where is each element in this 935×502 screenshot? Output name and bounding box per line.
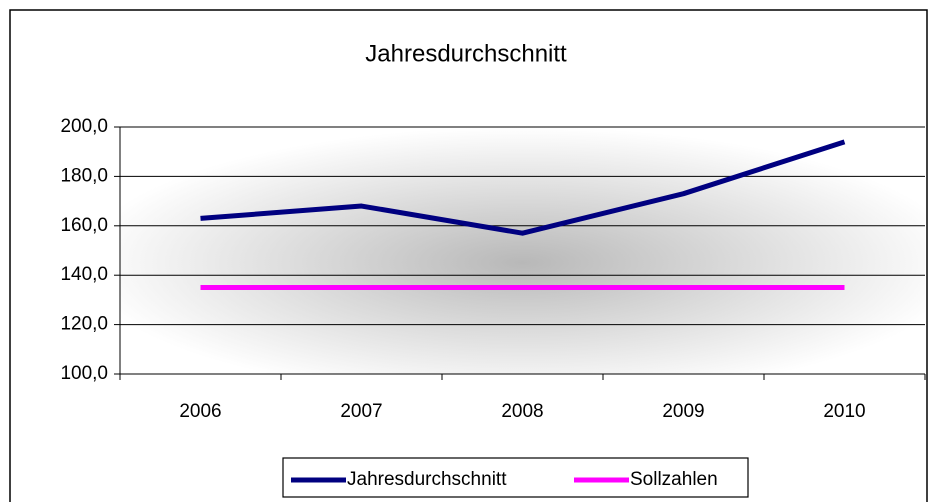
x-tick-label: 2009 [662, 401, 704, 422]
x-tick-label: 2008 [501, 401, 543, 422]
plot-background [120, 127, 925, 374]
legend-box [282, 457, 749, 498]
x-tick-label: 2007 [340, 401, 382, 422]
y-tick-label: 180,0 [60, 165, 108, 186]
x-tick-label: 2010 [823, 401, 865, 422]
legend-label: Jahresdurchschnitt [347, 469, 507, 490]
x-tick-label: 2006 [179, 401, 221, 422]
y-tick-label: 120,0 [60, 314, 108, 335]
y-tick-label: 100,0 [60, 363, 108, 384]
legend-label: Sollzahlen [630, 469, 718, 490]
y-tick-label: 160,0 [60, 215, 108, 236]
chart-title: Jahresdurchschnitt [365, 40, 567, 67]
y-tick-label: 200,0 [60, 116, 108, 137]
line-series [200, 139, 846, 236]
y-tick-label: 140,0 [60, 264, 108, 285]
